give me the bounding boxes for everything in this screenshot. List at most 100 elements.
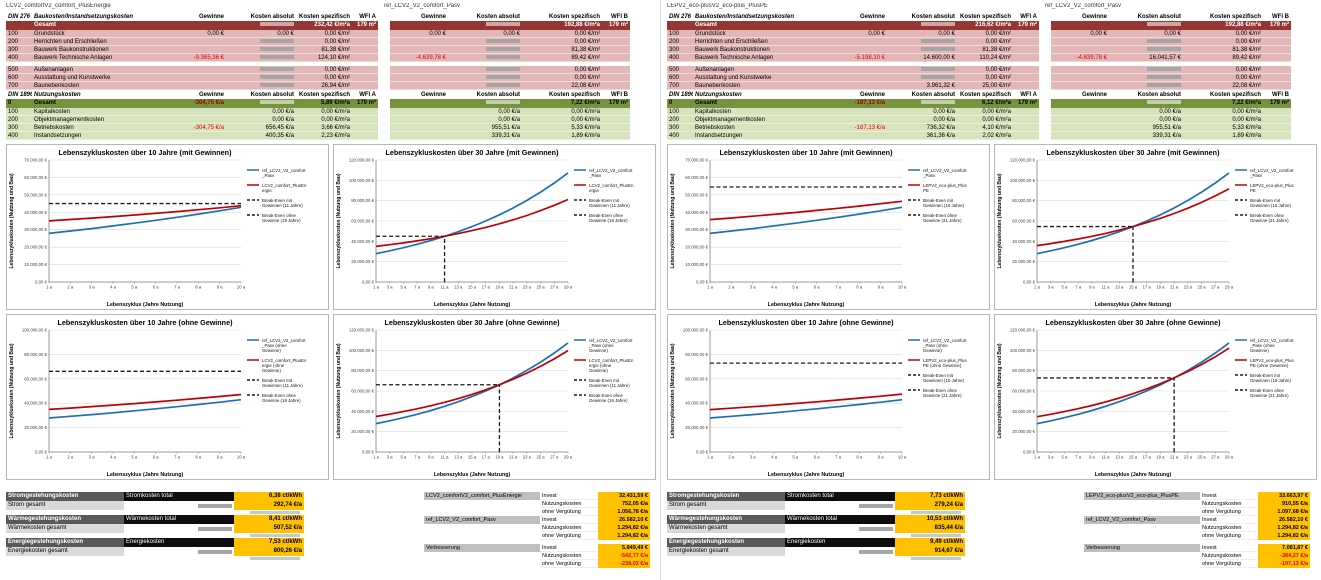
cell: 0,00 €/m² [985, 67, 1011, 73]
legend-label: Gewinne) [589, 368, 608, 373]
y-tick-label: 0,00 € [35, 280, 48, 285]
gesamt-row: Gesamt 232,42 €/m²a 179 m² [6, 21, 378, 30]
compare-row: Verbesserung Invest 5.849,49 € [424, 544, 650, 552]
legend-label: PE (ohne Gewinne) [923, 363, 962, 368]
cell: 81,38 €/m² [571, 47, 600, 53]
x-tick-label: 19 a [495, 285, 504, 290]
x-tick-label: 6 a [153, 285, 159, 290]
x-tick-label: 23 a [523, 285, 532, 290]
series-line [48, 206, 242, 235]
x-tick-label: 21 a [509, 455, 518, 460]
cell: 89,42 €/m² [1232, 55, 1261, 61]
compare-row: LEPV2_eco-plusV2_eco-plus_PlusPE Invest 33… [1084, 492, 1310, 500]
compare-name-spacer [424, 524, 540, 532]
compare-invest-label: Invest [1200, 492, 1258, 500]
x-tick-label: 17 a [482, 455, 491, 460]
din18960-section: DIN 18960Nutzungskosten Gewinne Kosten abs… [6, 91, 656, 140]
cell: 192,88 €/m²a [1225, 22, 1261, 28]
y-tick-label: 120.000,00 € [1010, 328, 1036, 333]
cell [448, 46, 522, 54]
blurred-value [921, 39, 955, 44]
energy-sub-value: 835,44 €/a [895, 524, 965, 533]
cell: 179 m² [608, 100, 628, 106]
legend-label: Gewinne) [923, 348, 942, 353]
cell: Nutzungskosten [34, 92, 81, 98]
cell: 0,00 €/m² [1235, 67, 1261, 73]
legend-label: ref_LCV2_V2_comfort [1250, 168, 1294, 173]
y-axis-label: Lebenszykluskosten (Nutzung und Bau) [670, 343, 676, 438]
cell: Nutzungskosten [695, 92, 742, 98]
cell: 0,00 €/m² [1235, 39, 1261, 45]
table-row: 339,31 €/a 1,89 €/m²a [1051, 132, 1291, 140]
cell: WFl A [359, 92, 376, 98]
legend-label: Break-Even ohne [1250, 213, 1284, 218]
x-tick-label: 9 a [878, 285, 884, 290]
compare-name-spacer [424, 508, 540, 516]
cell: Objektmanagementkosten [34, 117, 105, 123]
cell: WFl B [1272, 14, 1289, 20]
blurred-value [911, 557, 961, 560]
y-tick-label: 100.000,00 € [683, 328, 709, 333]
cell: 300 [8, 125, 19, 131]
cell: 81,38 €/m² [321, 47, 350, 53]
x-tick-label: 13 a [1115, 285, 1124, 290]
cell: 1,89 €/m²a [571, 133, 600, 139]
cell: Kosten absolut [911, 14, 955, 20]
energy-footnote [6, 510, 306, 515]
table-row: 100 Kapitalkosten 0,00 €/a 0,00 €/m²a [667, 108, 1039, 116]
cell: Betriebskosten [695, 125, 735, 131]
x-tick-label: 17 a [1143, 285, 1152, 290]
blurred-value [1147, 75, 1181, 80]
x-tick-label: 11 a [441, 455, 450, 460]
cell: 7,22 €/m²a [570, 100, 600, 106]
x-tick-label: 1 a [1034, 285, 1040, 290]
cell: 0,00 € [277, 31, 294, 37]
blurred-value [260, 39, 294, 44]
lcc-chart-svg: Lebenszykluskosten über 10 Jahre (ohne G… [7, 315, 328, 479]
cell: -187,13 €/a [854, 100, 885, 106]
legend-label: Break-Even mit [923, 373, 954, 378]
blurred-value [1147, 100, 1181, 105]
x-tick-label: 25 a [536, 455, 545, 460]
table-row: 400 Instandsetzungen 361,36 €/a 2,02 €/m²a [667, 132, 1039, 140]
legend-label: Gewinnen (15 Jahre) [923, 378, 965, 383]
blurred-value [859, 549, 893, 554]
x-tick-label: 17 a [482, 285, 491, 290]
lcc-chart-svg: Lebenszykluskosten über 30 Jahre (ohne G… [995, 315, 1316, 479]
x-tick-label: 4 a [110, 455, 116, 460]
cell: 179 m² [356, 22, 376, 28]
cell: Außenanlagen [34, 67, 74, 73]
y-axis-label: Lebenszykluskosten (Nutzung und Bau) [670, 173, 676, 268]
y-axis-label: Lebenszykluskosten (Nutzung und Bau) [997, 343, 1003, 438]
x-tick-label: 8 a [856, 455, 862, 460]
cell: 179 m² [608, 22, 628, 28]
table-header-row: Gewinne Kosten absolut Kosten spezifisch WF… [390, 91, 630, 99]
x-tick-label: 25 a [1197, 285, 1206, 290]
x-tick-label: 1 a [707, 455, 713, 460]
series-line [48, 393, 242, 411]
table-row: 300 Bauwerk Baukonstruktionen 81,38 €/m² [6, 46, 378, 54]
cell: 1,89 €/m²a [1232, 133, 1261, 139]
x-axis-label: Lebenszyklus (Jahre Nutzung) [768, 302, 845, 308]
legend-label: LEPV2_eco-plus_Plus [923, 358, 967, 363]
energy-footnote [6, 533, 306, 538]
cell [448, 54, 522, 62]
x-tick-label: 21 a [509, 285, 518, 290]
table-row: 200 Herrichten und Erschließen 0,00 €/m² [667, 38, 1039, 46]
cell: Kosten absolut [1137, 92, 1181, 98]
cell: WFl A [1020, 14, 1037, 20]
compare-row: Nutzungskosten -542,77 €/a [424, 552, 650, 560]
x-tick-label: 1 a [373, 455, 379, 460]
x-tick-label: 21 a [1170, 285, 1179, 290]
cell: Instandsetzungen [34, 133, 82, 139]
cell: 700 [8, 83, 19, 89]
legend-label: ergie (ohne [262, 363, 285, 368]
compare-name-spacer [424, 552, 540, 560]
charts-grid: Lebenszykluskosten über 10 Jahre (mit Ge… [667, 144, 1317, 480]
cell: 89,42 €/m² [571, 55, 600, 61]
chart-title: Lebenszykluskosten über 10 Jahre (ohne G… [58, 318, 234, 327]
energy-sub-label: Wärmekosten gesamt [6, 524, 124, 533]
y-tick-label: 20.000,00 € [351, 259, 374, 264]
table-header-row: DIN 18960Nutzungskosten Gewinne Kosten abs… [6, 91, 378, 99]
x-tick-label: 9 a [217, 455, 223, 460]
